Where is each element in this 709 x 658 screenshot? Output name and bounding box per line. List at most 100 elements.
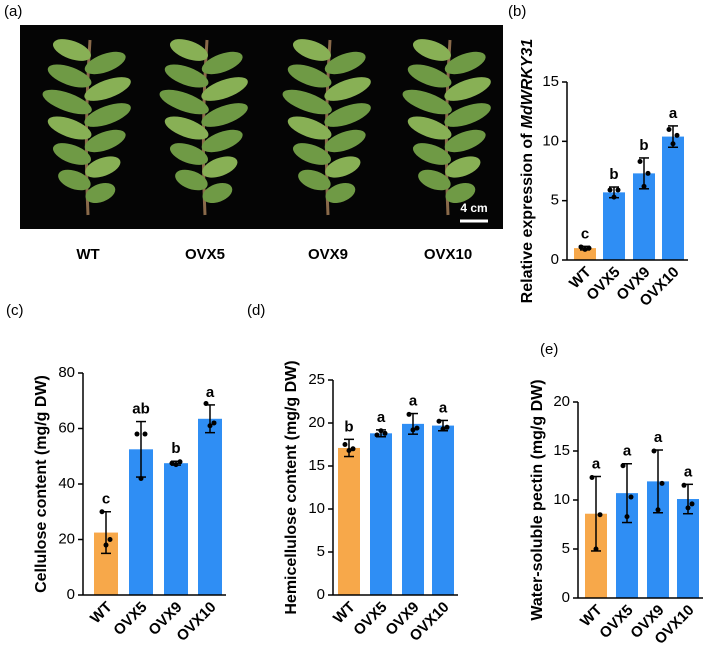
bar [616, 493, 638, 598]
bar [585, 513, 607, 598]
y-tick-label: 25 [308, 371, 325, 388]
data-point [645, 170, 651, 176]
data-point [382, 430, 388, 436]
data-point [414, 425, 420, 431]
leaf [445, 183, 476, 203]
y-tick-label: 15 [553, 442, 570, 459]
leaf [84, 51, 126, 75]
leaf [418, 169, 451, 191]
data-point [107, 537, 113, 542]
leaf [201, 51, 243, 75]
leaf [202, 156, 238, 178]
leaf [282, 89, 332, 115]
leaf [84, 129, 126, 153]
plant-label: WT [76, 246, 99, 263]
data-point [597, 512, 603, 518]
significance-letter: a [592, 455, 601, 472]
leaf [412, 39, 452, 61]
data-point [410, 427, 416, 433]
leaf [324, 51, 366, 75]
leaf [201, 129, 243, 153]
data-point [440, 426, 446, 432]
data-point [670, 141, 676, 147]
significance-letter: a [409, 393, 418, 410]
data-point [169, 460, 175, 466]
data-point [681, 482, 687, 488]
data-point [620, 463, 626, 469]
bar [647, 481, 669, 598]
data-point [207, 423, 213, 429]
data-point [436, 418, 442, 424]
panel-label: (a) [4, 3, 22, 20]
leaf [169, 143, 209, 165]
data-point [624, 514, 630, 520]
significance-letter: ab [132, 401, 150, 418]
leaf [85, 156, 121, 178]
y-tick-label: 40 [58, 475, 75, 492]
data-point [211, 420, 217, 426]
bar [370, 433, 392, 595]
x-tick-label: OVX5 [110, 599, 150, 639]
data-point [659, 480, 665, 486]
data-point [374, 432, 380, 438]
data-point [674, 132, 680, 138]
data-point [593, 546, 599, 552]
y-tick-label: 80 [58, 364, 75, 381]
data-point [342, 442, 348, 447]
leaf [58, 169, 91, 191]
x-tick-label: OVX5 [350, 599, 390, 639]
panel-label: (c) [6, 302, 24, 319]
leaf [164, 116, 209, 140]
y-tick-label: 5 [562, 540, 570, 557]
y-tick-label: 0 [562, 589, 570, 606]
leaf [201, 77, 248, 101]
leaf [444, 77, 491, 101]
data-point [582, 246, 588, 252]
y-tick-label: 10 [542, 132, 559, 149]
significance-letter: b [609, 166, 618, 183]
y-tick-label: 20 [58, 530, 75, 547]
bar [164, 463, 188, 595]
data-point [346, 448, 352, 454]
data-point [350, 446, 356, 452]
y-axis-label: Hemicellulose content (mg/g DW) [283, 360, 300, 614]
data-point [406, 411, 412, 417]
data-point [578, 244, 584, 250]
leaf [325, 183, 356, 203]
significance-letter: a [684, 463, 693, 480]
data-point [177, 459, 183, 465]
leaf [407, 64, 452, 88]
data-point [655, 507, 661, 513]
bar [432, 425, 454, 595]
leaf [85, 183, 116, 203]
y-axis-label-text: Relative expression of [519, 133, 536, 304]
leaf [52, 143, 92, 165]
significance-letter: b [171, 440, 180, 457]
y-tick-label: 60 [58, 419, 75, 436]
leaf [298, 169, 331, 191]
x-tick-label: OVX5 [583, 264, 623, 304]
y-tick-label: 10 [553, 491, 570, 508]
leaf [324, 103, 371, 127]
data-point [651, 448, 657, 454]
y-tick-label: 20 [308, 414, 325, 431]
leaf [84, 103, 131, 127]
data-point [628, 494, 634, 500]
leaf [444, 129, 486, 153]
leaf [52, 39, 92, 61]
significance-letter: c [102, 491, 110, 508]
y-tick-label: 15 [308, 457, 325, 474]
leaf [445, 156, 481, 178]
data-point [611, 194, 617, 200]
y-tick-label: 20 [553, 393, 570, 410]
plant-label: OVX5 [185, 246, 225, 263]
bar [402, 423, 424, 595]
data-point [586, 245, 592, 251]
y-tick-label: 10 [308, 500, 325, 517]
bar [574, 248, 596, 260]
leaf [169, 39, 209, 61]
panel-label: (e) [540, 341, 558, 358]
significance-letter: a [623, 443, 632, 460]
data-point [173, 462, 179, 468]
y-axis-label-text: Water-soluble pectin (mg/g DW) [529, 379, 546, 620]
